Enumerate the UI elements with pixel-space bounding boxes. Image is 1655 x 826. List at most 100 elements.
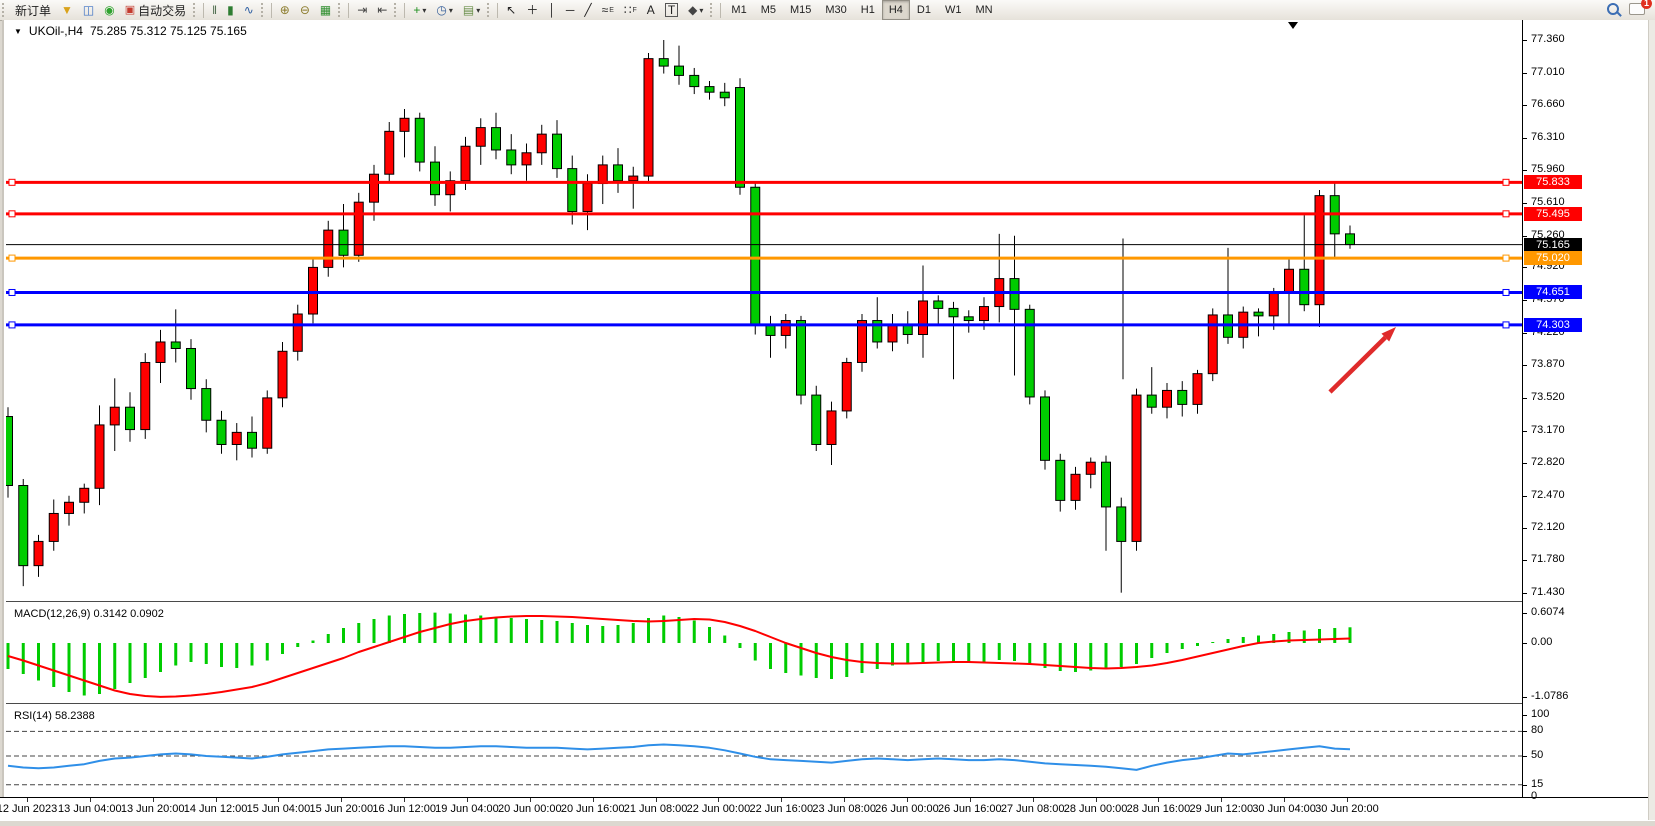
price-label-75.165: 75.165 xyxy=(1524,237,1582,252)
time-axis[interactable]: 12 Jun 2023 13 Jun 04:00 13 Jun 20:00 14 Ju… xyxy=(0,797,1655,821)
price-tick xyxy=(1523,137,1527,139)
bar-chart-icon[interactable]: ‖ xyxy=(207,0,222,20)
horizontal-line-icon[interactable]: ─ xyxy=(561,0,580,20)
add-indicator-icon-caret[interactable]: ▾ xyxy=(422,5,427,15)
zoom-in-icon[interactable]: ⊕ xyxy=(275,0,295,20)
chart-title[interactable]: ▼ UKOil-,H4 75.285 75.312 75.125 75.165 xyxy=(14,24,247,38)
time-tick xyxy=(278,798,280,802)
time-tick-label: 21 Jun 08:00 xyxy=(623,803,688,815)
text-icon[interactable]: A xyxy=(642,0,660,20)
price-tick xyxy=(1523,365,1527,367)
price-tick xyxy=(1523,72,1527,74)
time-tick xyxy=(27,798,28,802)
price-label-75.833: 75.833 xyxy=(1524,175,1582,190)
candlestick-chart[interactable] xyxy=(6,20,1522,601)
tf-m5[interactable]: M5 xyxy=(760,4,776,16)
time-tick-label: 20 Jun 00:00 xyxy=(498,803,562,815)
line-chart-icon: ∿ xyxy=(243,3,254,17)
auto-scroll-icon[interactable]: ⇥ xyxy=(352,0,372,20)
time-tick-label: 22 Jun 16:00 xyxy=(749,803,814,815)
toolbar-group-zoom: ⊕ ⊖ ▦ xyxy=(275,0,336,20)
tf-h1[interactable]: H1 xyxy=(860,4,875,16)
time-tick xyxy=(655,798,657,802)
price-tick xyxy=(1523,463,1527,465)
periods-clock-icon-caret[interactable]: ▾ xyxy=(448,5,453,15)
market-watch-icon[interactable]: ◫ xyxy=(78,0,99,20)
toolbar-group-objects: + ▾ ◷ ▾ ▤ ▾ xyxy=(408,0,485,20)
macd-label: MACD(12,26,9) 0.3142 0.0902 xyxy=(14,608,164,620)
trendline-icon[interactable]: ╱ xyxy=(579,0,596,20)
vertical-line-icon[interactable]: │ xyxy=(543,0,561,20)
crosshair-icon[interactable]: ＋ xyxy=(521,0,543,20)
price-tick-label: 71.780 xyxy=(1531,553,1565,566)
price-tick-label: 76.310 xyxy=(1531,130,1565,143)
time-tick xyxy=(718,798,720,802)
horizontal-line-icon: ─ xyxy=(565,3,575,17)
chart-shift-icon[interactable]: ⇤ xyxy=(372,0,392,20)
text-label-icon[interactable]: T xyxy=(660,0,683,20)
time-tick xyxy=(1032,798,1034,802)
new-order-button[interactable]: 新订单 xyxy=(10,0,56,20)
rsi-pane[interactable]: RSI(14) 58.2388 xyxy=(6,707,1522,797)
tf-mn[interactable]: MN xyxy=(975,4,993,16)
time-tick-label: 15 Jun 04:00 xyxy=(246,803,311,815)
candlestick-chart-icon[interactable]: ▮ xyxy=(222,0,239,20)
history-funnel-icon[interactable]: ▼ xyxy=(56,0,78,20)
search-icon[interactable] xyxy=(1607,2,1619,18)
tf-m30[interactable]: M30 xyxy=(825,4,847,16)
tile-windows-icon[interactable]: ▦ xyxy=(315,0,336,20)
trendline-icon: ╱ xyxy=(584,3,592,17)
rsi-tick-label: 15 xyxy=(1531,777,1544,790)
rsi-chart xyxy=(6,730,1522,786)
zoom-out-icon[interactable]: ⊖ xyxy=(295,0,315,20)
macd-pane[interactable]: MACD(12,26,9) 0.3142 0.0902 xyxy=(6,605,1522,703)
periods-clock-icon: ◷ xyxy=(436,3,447,17)
equidistant-channel-icon[interactable]: ≈ E xyxy=(601,3,614,17)
arrows-shapes-icon[interactable]: ◆ ▾ xyxy=(683,0,708,20)
autotrading-button[interactable]: ▣ 自动交易 xyxy=(120,0,191,20)
rsi-tick xyxy=(1523,797,1527,798)
add-indicator-icon[interactable]: + ▾ xyxy=(408,0,431,20)
chat-icon[interactable]: 1 xyxy=(1629,0,1652,18)
price-label-75.020: 75.020 xyxy=(1524,251,1582,266)
tf-w1[interactable]: W1 xyxy=(944,4,962,16)
time-tick xyxy=(1158,798,1160,802)
time-tick xyxy=(341,798,343,802)
macd-tick-label: 0.00 xyxy=(1531,636,1553,648)
window-right-edge xyxy=(1648,20,1655,820)
auto-scroll-icon: ⇥ xyxy=(357,3,368,17)
chart-dropdown-icon[interactable]: ▼ xyxy=(14,26,22,36)
tf-m15[interactable]: M15 xyxy=(789,4,812,16)
price-tick xyxy=(1523,430,1527,432)
macd-tick xyxy=(1523,612,1527,614)
time-tick-label: 30 Jun 20:00 xyxy=(1315,803,1379,815)
rsi-tick xyxy=(1523,756,1527,757)
vertical-line-icon: │ xyxy=(548,3,556,17)
macd-tick-label: 0.6074 xyxy=(1531,605,1565,618)
periods-clock-icon[interactable]: ◷ ▾ xyxy=(431,0,458,20)
add-indicator-icon: + xyxy=(413,3,421,17)
arrows-shapes-icon: ◆ xyxy=(688,3,698,17)
price-chart-pane[interactable]: ▼ UKOil-,H4 75.285 75.312 75.125 75.165 xyxy=(6,20,1522,601)
tf-h4[interactable]: H4 xyxy=(881,0,910,20)
price-tick xyxy=(1523,528,1527,530)
signals-icon[interactable]: ◉ xyxy=(99,0,119,20)
toolbar-group-timeframes: M1 M5 M15 M30 H1 H4 D1 W1 MN xyxy=(724,0,999,20)
templates-icon[interactable]: ▤ ▾ xyxy=(458,0,485,20)
tf-m1[interactable]: M1 xyxy=(731,4,747,16)
time-tick xyxy=(529,798,531,802)
rsi-tick xyxy=(1523,784,1527,786)
toolbar-group-trade: 新订单 ▼ ◫ ◉ ▣ 自动交易 xyxy=(10,0,191,20)
arrows-shapes-icon-caret[interactable]: ▾ xyxy=(699,5,704,15)
templates-icon-caret[interactable]: ▾ xyxy=(476,5,481,15)
rsi-tick-label: 0 xyxy=(1531,790,1538,802)
price-tick xyxy=(1523,267,1527,269)
toolbar-group-drawing: ↖ ＋ │ ─ ╱ ≈ E ∷ F A T ◆ ▾ xyxy=(501,0,708,20)
time-tick-label: 16 Jun 12:00 xyxy=(372,803,436,815)
line-chart-icon[interactable]: ∿ xyxy=(239,0,259,20)
price-tick-label: 75.610 xyxy=(1531,196,1565,209)
fibonacci-icon[interactable]: ∷ F xyxy=(623,3,637,17)
cursor-icon[interactable]: ↖ xyxy=(501,0,521,20)
price-axis[interactable]: 77.360 77.010 76.660 76.310 75.960 75.610 75.2… xyxy=(1522,20,1648,802)
tf-d1[interactable]: D1 xyxy=(916,4,931,16)
